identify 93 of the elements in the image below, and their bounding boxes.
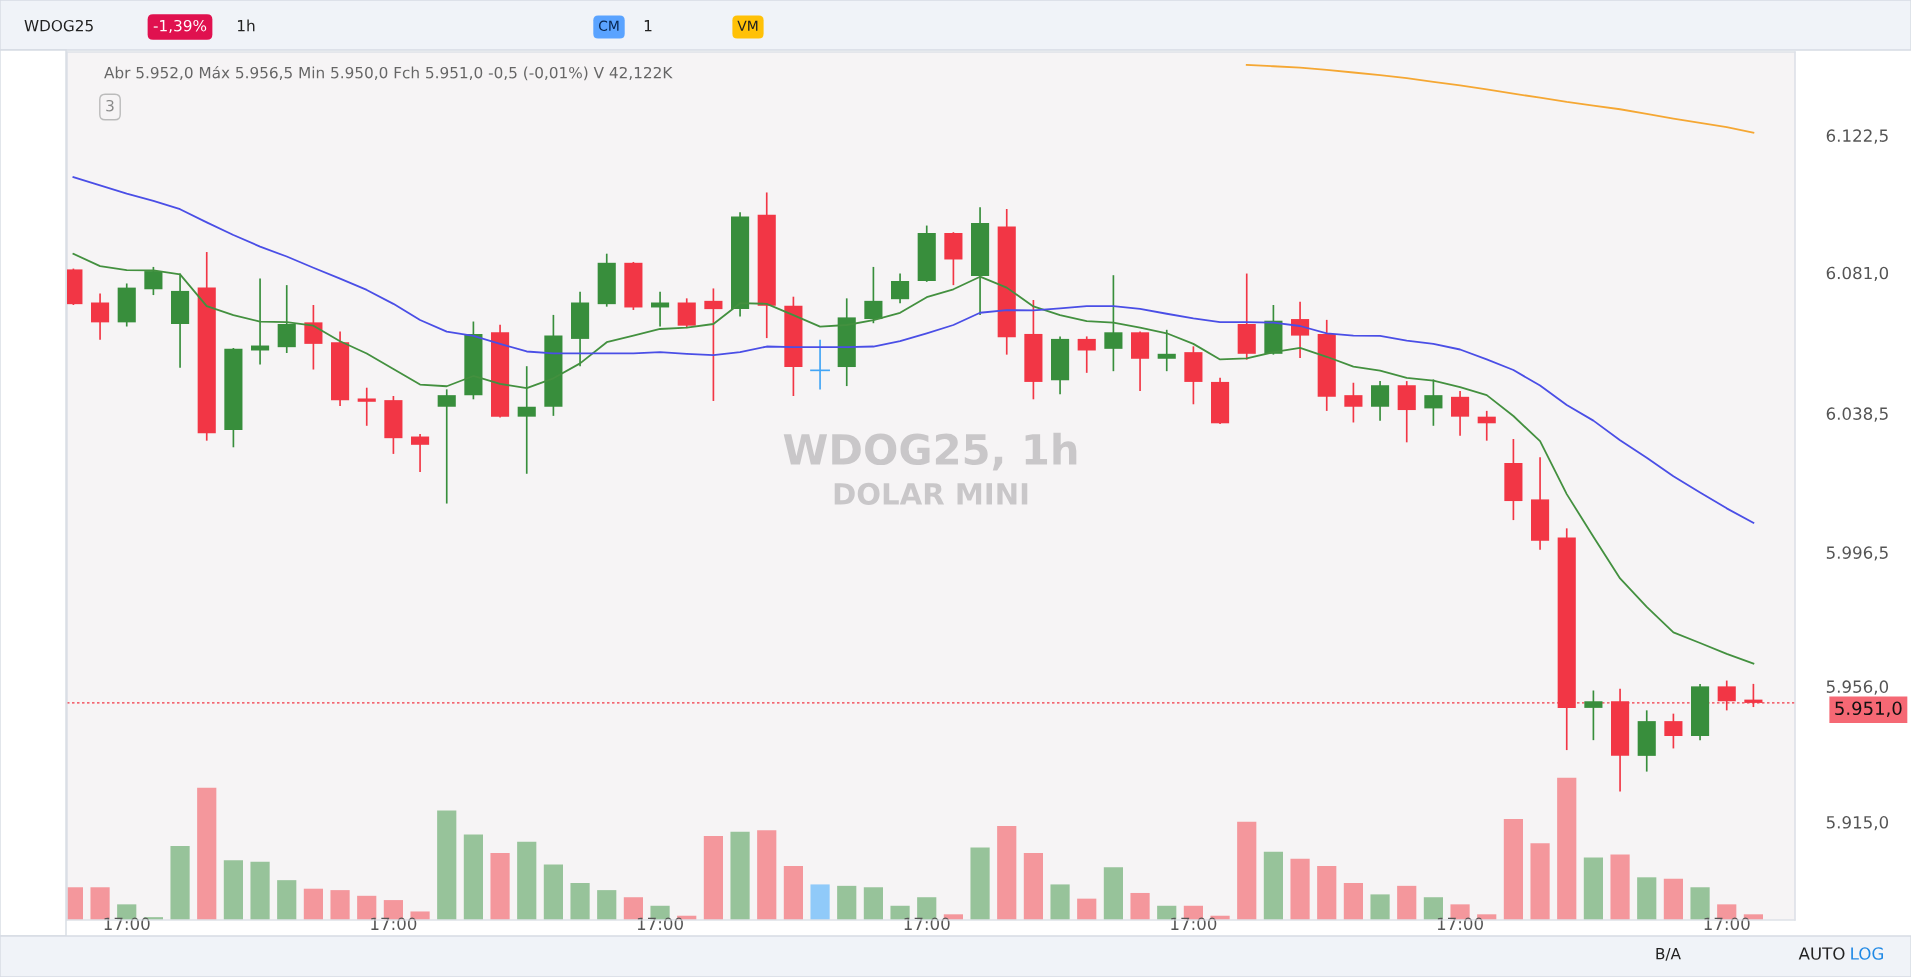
candlestick bbox=[1584, 690, 1603, 741]
bar bbox=[303, 888, 323, 920]
bar bbox=[1663, 878, 1683, 920]
bar bbox=[170, 846, 190, 920]
candlestick bbox=[1104, 275, 1123, 372]
bar bbox=[517, 841, 537, 920]
bar bbox=[1503, 818, 1523, 920]
candlestick bbox=[891, 273, 910, 304]
bar bbox=[1077, 898, 1097, 920]
candlestick bbox=[677, 298, 696, 329]
bar bbox=[543, 864, 563, 920]
y-tick-label: 5.915,0 bbox=[1826, 816, 1889, 831]
bar bbox=[783, 865, 803, 920]
candlestick bbox=[864, 266, 883, 324]
text: 1 bbox=[644, 20, 652, 32]
bar bbox=[197, 787, 217, 920]
bar bbox=[1130, 892, 1150, 920]
bar bbox=[1637, 877, 1657, 920]
bar bbox=[1370, 894, 1390, 920]
ref-line-label: 5.951,0 bbox=[1835, 701, 1902, 717]
bar bbox=[250, 861, 270, 920]
y-tick-label: 6.038,5 bbox=[1826, 407, 1888, 422]
y-tick-label: 6.122,5 bbox=[1826, 129, 1888, 144]
bar bbox=[277, 880, 297, 920]
x-tick-label: 17:00 bbox=[904, 917, 950, 931]
bar bbox=[1237, 821, 1257, 920]
bar bbox=[330, 890, 350, 920]
bar bbox=[1583, 857, 1603, 920]
bar bbox=[1610, 854, 1630, 920]
bar bbox=[1103, 867, 1123, 920]
x-tick-label: 17:00 bbox=[371, 917, 417, 931]
candlestick bbox=[1371, 381, 1390, 421]
bar bbox=[1050, 884, 1070, 920]
bar bbox=[757, 830, 777, 920]
candlestick bbox=[517, 366, 536, 474]
bar bbox=[1343, 883, 1363, 920]
bar bbox=[1263, 851, 1283, 920]
text: CM bbox=[598, 20, 619, 32]
bar bbox=[703, 836, 723, 920]
bar bbox=[490, 853, 510, 920]
candlestick bbox=[1451, 391, 1470, 436]
text: AUTO bbox=[1798, 947, 1845, 960]
text: 1h bbox=[237, 19, 255, 32]
candlestick bbox=[144, 266, 163, 296]
line-series bbox=[72, 176, 1755, 524]
bar bbox=[730, 831, 750, 920]
y-tick-label: 5.996,5 bbox=[1826, 546, 1888, 561]
candlestick bbox=[1477, 410, 1496, 441]
annotation: 3 bbox=[106, 99, 114, 112]
bar bbox=[1023, 853, 1043, 920]
bar bbox=[970, 847, 990, 920]
text: VM bbox=[737, 20, 758, 31]
y-tick-label: 5.956,0 bbox=[1826, 680, 1889, 695]
bar bbox=[1557, 777, 1577, 920]
text: -1,39% bbox=[153, 19, 207, 33]
x-tick-label: 17:00 bbox=[1171, 917, 1217, 931]
bar bbox=[1530, 843, 1550, 920]
line-series bbox=[1245, 64, 1755, 134]
bar bbox=[863, 887, 883, 920]
candlestick bbox=[810, 339, 830, 390]
bar bbox=[1397, 885, 1417, 920]
annotation: Abr 5.952,0 Máx 5.956,5 Min 5.950,0 Fch 5.951,0 -0,5 (-0,01%) V 42,122K bbox=[104, 66, 673, 81]
bar bbox=[1290, 858, 1310, 920]
candlestick bbox=[1077, 336, 1096, 373]
bar bbox=[223, 860, 243, 920]
candlestick bbox=[1291, 301, 1310, 358]
candlestick bbox=[91, 293, 110, 340]
bar bbox=[1317, 865, 1337, 920]
text: LOG bbox=[1851, 947, 1883, 960]
x-tick-label: 17:00 bbox=[1704, 917, 1750, 931]
bar bbox=[597, 890, 617, 920]
bar bbox=[997, 826, 1017, 920]
candlestick bbox=[304, 304, 323, 370]
bar bbox=[810, 884, 830, 920]
candlestick bbox=[704, 288, 723, 401]
x-tick-label: 17:00 bbox=[104, 917, 150, 931]
text: B/A bbox=[1656, 948, 1681, 961]
candlestick bbox=[1344, 382, 1363, 423]
bar bbox=[437, 810, 457, 920]
candlestick bbox=[1424, 379, 1443, 426]
bar bbox=[837, 885, 857, 920]
y-tick-label: 6.081,0 bbox=[1826, 266, 1889, 281]
candlestick bbox=[1664, 713, 1683, 749]
candlestick bbox=[411, 434, 430, 473]
bar bbox=[463, 834, 483, 920]
x-tick-label: 17:00 bbox=[637, 917, 683, 931]
candlestick bbox=[277, 285, 296, 353]
bar bbox=[570, 883, 590, 920]
candlestick bbox=[357, 387, 376, 426]
candlestick bbox=[437, 389, 456, 504]
x-tick-label: 17:00 bbox=[1437, 917, 1483, 931]
candlestick bbox=[1157, 329, 1176, 372]
text: WDOG25 bbox=[24, 19, 93, 32]
